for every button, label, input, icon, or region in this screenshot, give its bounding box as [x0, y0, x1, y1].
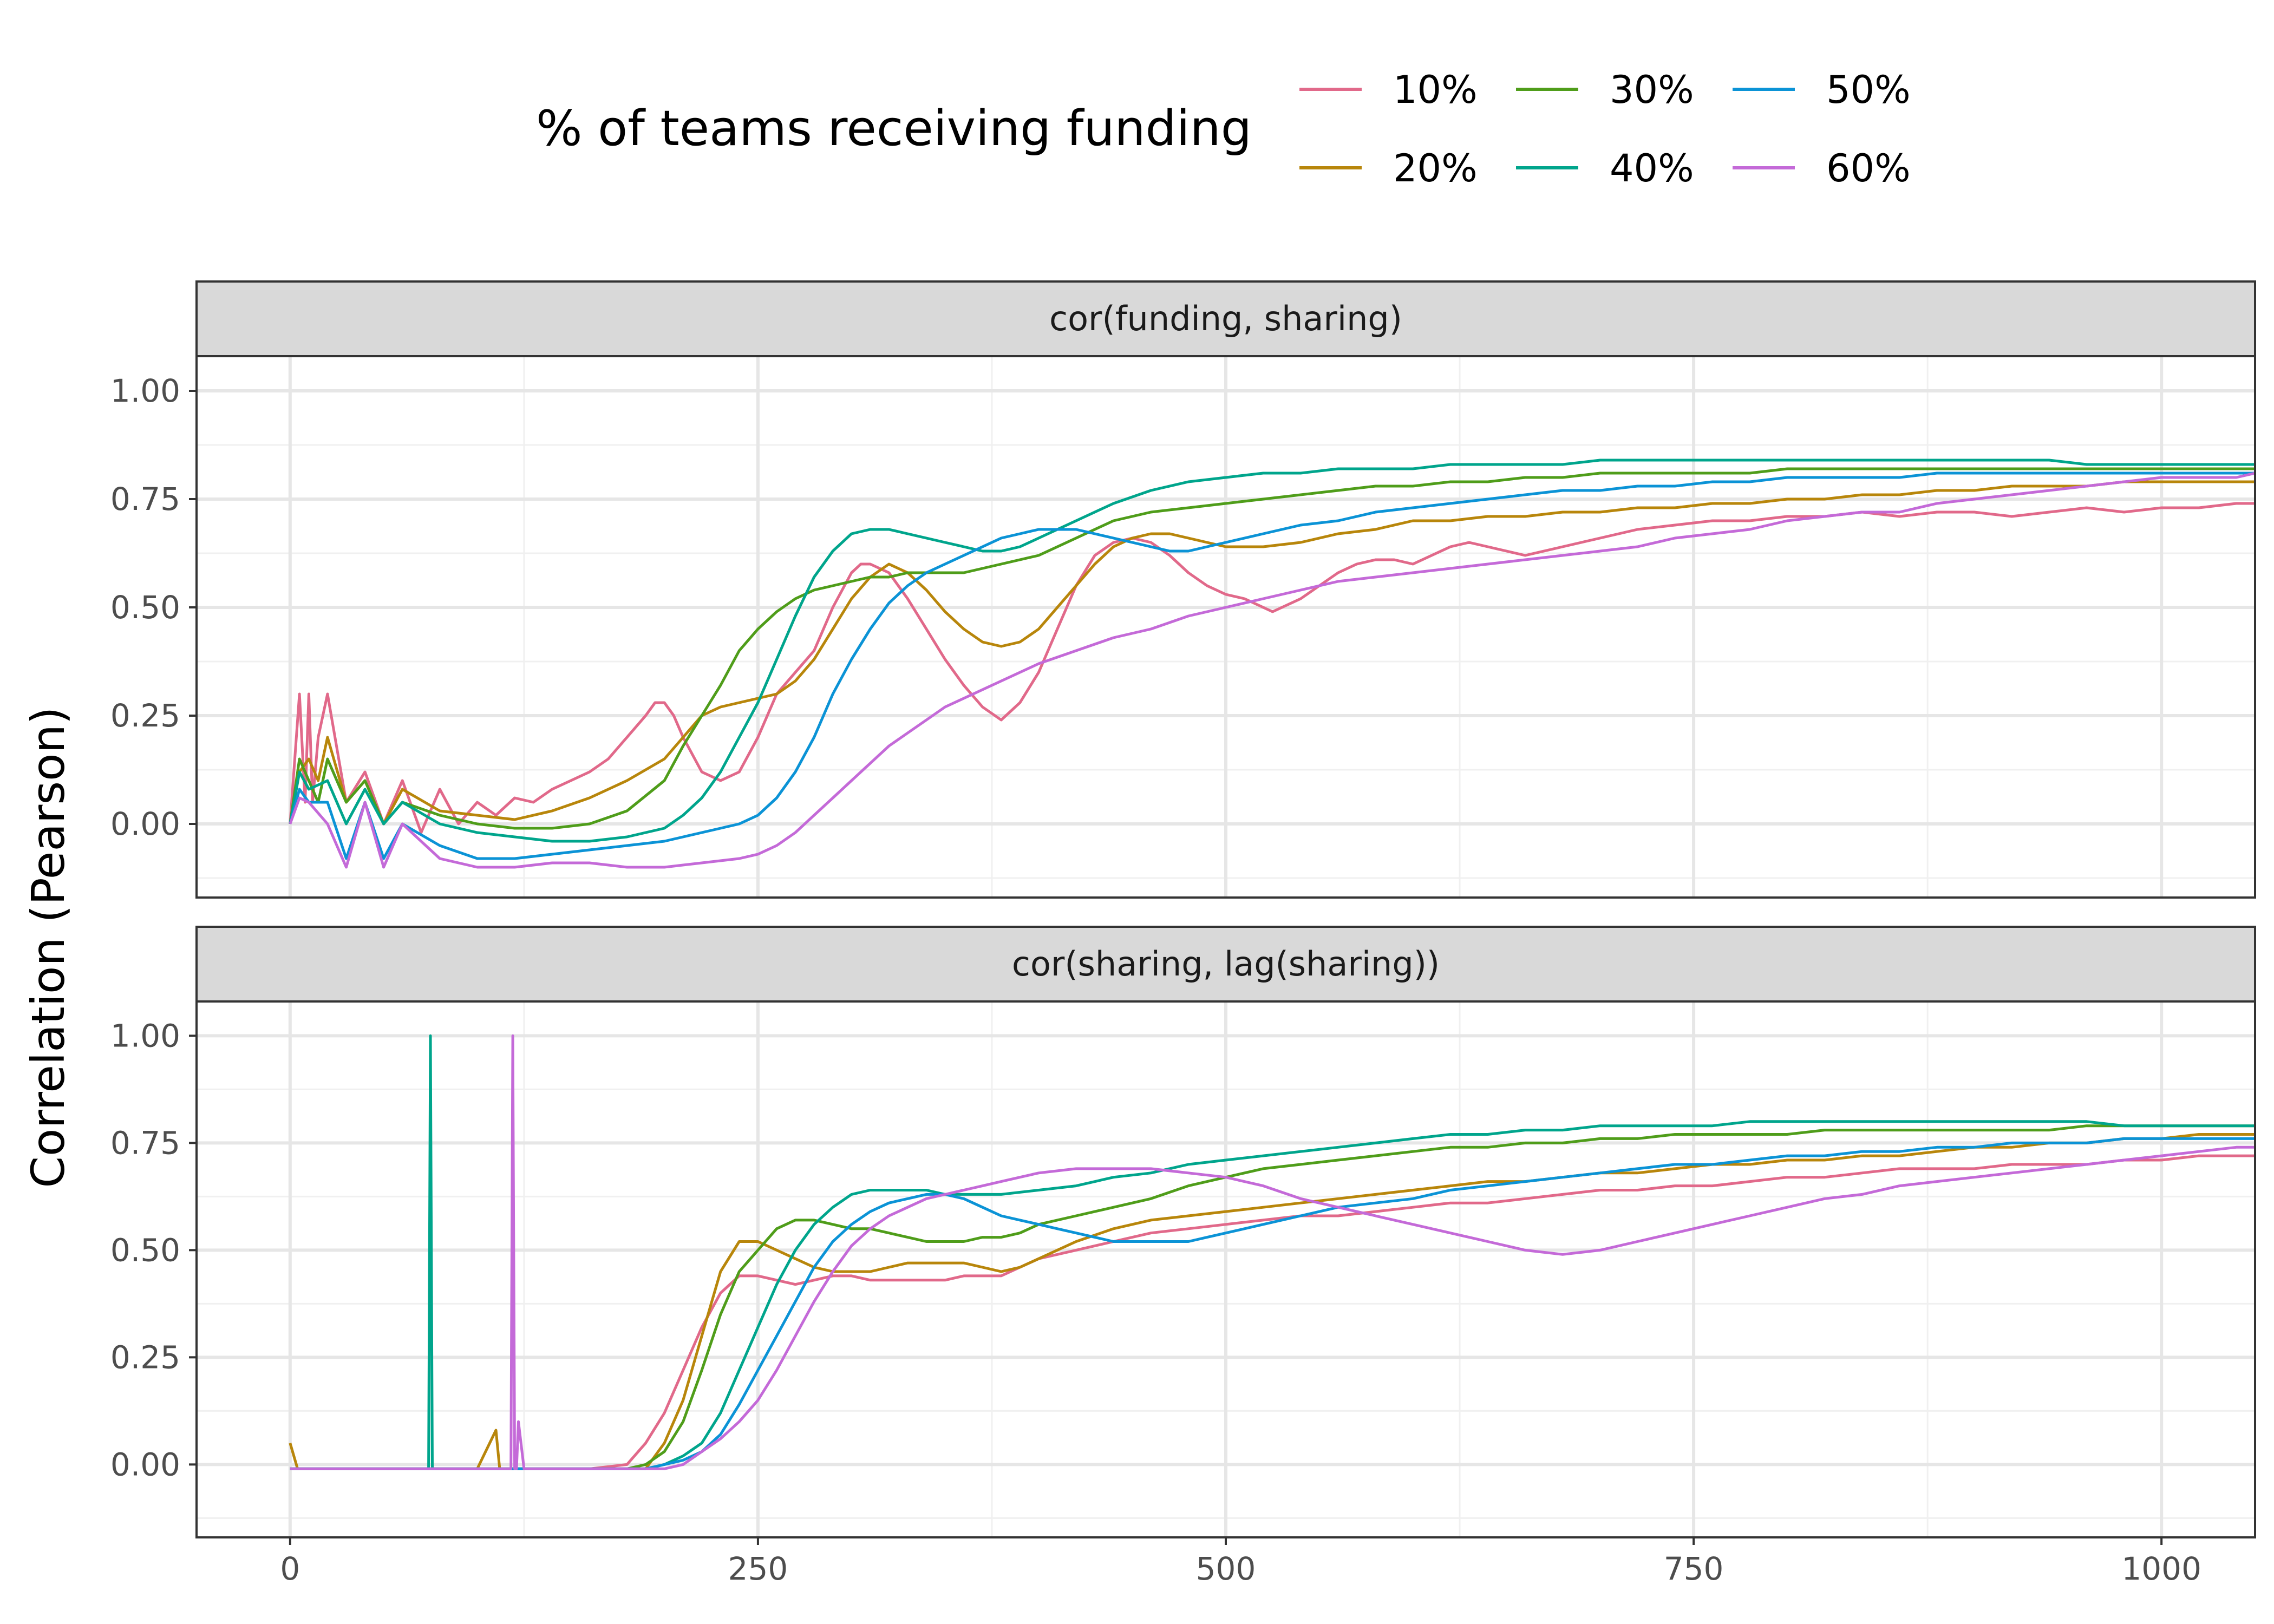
series-line-50pct	[289, 472, 2255, 860]
strip-title: cor(funding, sharing)	[1049, 299, 1402, 338]
x-tick-label: 750	[1664, 1550, 1724, 1587]
series-line-60pct	[290, 1034, 2255, 1470]
legend-item-50pct: 50%	[1733, 68, 1911, 112]
legend-label: 40%	[1610, 146, 1694, 191]
series-line-30pct	[290, 1124, 2255, 1470]
y-tick-label: 0.50	[110, 1232, 180, 1268]
panel-border	[195, 355, 2256, 899]
series-line-60pct	[289, 472, 2255, 869]
legend-title: % of teams receiving funding	[536, 100, 1252, 157]
y-tick-label: 0.25	[110, 697, 180, 734]
legend-item-20pct: 20%	[1299, 146, 1478, 191]
y-tick-label: 0.00	[110, 1446, 180, 1483]
legend-item-60pct: 60%	[1733, 146, 1911, 191]
legend: % of teams receiving funding 10% 20% 30% 40…	[536, 68, 1911, 191]
legend-item-40pct: 40%	[1516, 146, 1694, 191]
series-line-50pct	[290, 1137, 2255, 1470]
legend-label: 50%	[1826, 68, 1911, 112]
x-axis: 0 250 500 750 1000	[280, 1537, 2201, 1587]
y-tick-label: 0.25	[110, 1339, 180, 1376]
y-tick-label: 0.50	[110, 589, 180, 626]
x-tick-label: 0	[280, 1550, 300, 1587]
legend-label: 30%	[1610, 68, 1694, 112]
y-axis-title: Correlation (Pearson)	[22, 706, 75, 1188]
legend-label: 60%	[1826, 146, 1911, 191]
y-tick-label: 1.00	[110, 1017, 180, 1054]
y-tick-label: 1.00	[110, 372, 180, 409]
legend-item-30pct: 30%	[1516, 68, 1694, 112]
x-tick-label: 250	[728, 1550, 788, 1587]
legend-label: 10%	[1393, 68, 1478, 112]
x-tick-label: 1000	[2121, 1550, 2201, 1587]
series-line-30pct	[289, 467, 2255, 830]
series-line-40pct	[289, 459, 2255, 843]
series-line-10pct	[289, 502, 2255, 834]
y-tick-label: 0.00	[110, 806, 180, 842]
legend-label: 20%	[1393, 146, 1478, 191]
y-tick-label: 0.75	[110, 481, 180, 518]
x-tick-label: 500	[1196, 1550, 1256, 1587]
panel-funding-sharing: cor(funding, sharing) 0.00 0.25 0.50 0.75 1.…	[110, 280, 2256, 899]
strip-title: cor(sharing, lag(sharing))	[1012, 944, 1440, 984]
legend-item-10pct: 10%	[1299, 68, 1478, 112]
y-tick-label: 0.75	[110, 1124, 180, 1161]
strip-background	[195, 926, 2256, 1003]
panel-sharing-lag: cor(sharing, lag(sharing)) 0.00 0.25 0.50 0…	[110, 926, 2256, 1538]
series-line-20pct	[289, 480, 2255, 826]
series-line-10pct	[290, 1154, 2255, 1470]
